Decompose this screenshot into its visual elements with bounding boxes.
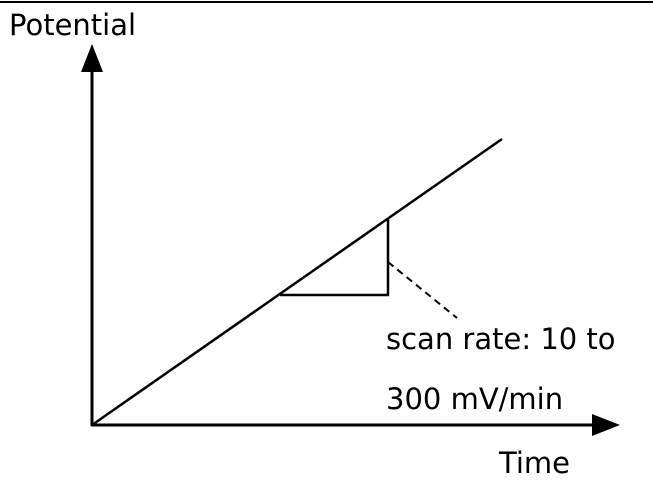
y-axis-arrow — [81, 44, 103, 72]
annotation-leader — [387, 261, 458, 319]
slope-triangle — [280, 218, 390, 297]
annotation-line: 300 mV/min — [386, 382, 563, 416]
x-axis-arrow — [592, 414, 620, 436]
annotation-line: scan rate: 10 to — [386, 322, 616, 356]
potential-ramp — [91, 137, 503, 427]
x-axis-label: Time — [498, 446, 570, 480]
y-axis-label: Potential — [9, 8, 136, 42]
